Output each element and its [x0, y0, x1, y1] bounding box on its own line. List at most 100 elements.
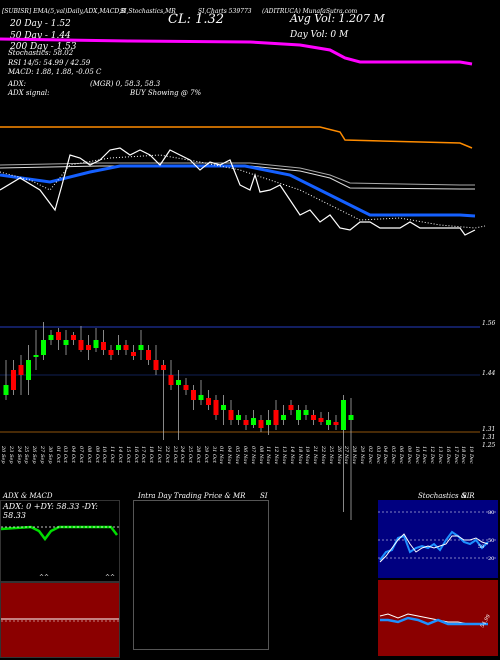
macd-lines	[1, 618, 119, 622]
date-label: 19 Nov	[304, 446, 311, 465]
date-label: 08 Nov	[257, 446, 264, 465]
chart-title-line2: SI,Stochastics,MR	[120, 8, 176, 15]
intraday-panel	[133, 500, 269, 650]
date-label: 22 Nov	[319, 446, 326, 465]
date-label: 13 Nov	[280, 446, 287, 465]
date-label: 11 Nov	[265, 446, 272, 465]
date-label: 05 Nov	[234, 446, 241, 465]
candle-body	[341, 400, 346, 430]
ma-magenta-line	[0, 37, 473, 66]
day-volume-label: Day Vol: 0 M	[290, 30, 349, 40]
svg-text:^^: ^^	[105, 574, 115, 581]
stoch-panel-title: Stochastics & R	[418, 492, 475, 500]
candle-body	[161, 365, 166, 370]
candle-body	[296, 410, 301, 420]
date-label: 01 Oct	[54, 446, 61, 463]
date-label: 05 Dec	[390, 446, 397, 464]
date-label: 16 Dec	[444, 446, 451, 464]
date-label: 11 Dec	[421, 446, 428, 464]
candle-body	[213, 400, 219, 415]
candle-body	[146, 350, 151, 360]
date-label: 09 Dec	[405, 446, 412, 464]
rsi-value-label: 54.99	[480, 614, 492, 629]
date-label: 04 Oct	[70, 446, 77, 463]
candle-body	[326, 420, 331, 425]
date-label: 14 Nov	[288, 446, 295, 465]
date-label: 25 Oct	[187, 446, 194, 463]
chart-title-line3: SI,Charts 539773	[198, 8, 252, 15]
ma200-label: 200 Day - 1.53	[10, 42, 77, 52]
candle-body	[78, 340, 84, 350]
macd-panel	[0, 582, 120, 658]
ma-band-upper	[0, 162, 475, 186]
candle-body	[303, 410, 309, 415]
candlestick-group	[3, 322, 354, 520]
date-label: 18 Nov	[296, 446, 303, 465]
candle-body	[33, 355, 39, 357]
adx-lines: ^^ ^^	[1, 525, 119, 581]
stoch-si-label: SI	[462, 492, 470, 500]
candle-body	[311, 415, 316, 420]
date-label: 19 Dec	[468, 446, 475, 464]
intraday-si-label: SI	[260, 492, 268, 500]
date-label: 10 Oct	[101, 446, 108, 463]
stochastics-panel: 80 50 20 58	[378, 500, 498, 578]
date-label: 25 Sep	[23, 446, 30, 464]
candle-body	[41, 340, 46, 355]
adx-values: (MGR) 0, 58.3, 58.3	[90, 80, 161, 88]
date-label: 06 Dec	[397, 446, 404, 464]
candle-body	[251, 418, 256, 425]
date-label: 25 Nov	[327, 446, 334, 465]
date-label: 13 Dec	[436, 446, 443, 464]
date-label: 23 Oct	[171, 446, 178, 463]
close-price-label: CL: 1.32	[168, 12, 225, 27]
candle-body	[71, 335, 76, 340]
date-label: 17 Dec	[452, 446, 459, 464]
candle-body	[93, 340, 99, 348]
candle-body	[48, 335, 54, 340]
date-label: 16 Oct	[132, 446, 139, 463]
adx-panel: ADX: 0 +DY: 58.33 -DY: 58.33 ^^ ^^	[0, 500, 120, 582]
date-label: 26 Sep	[31, 446, 38, 464]
macd-label: MACD: 1.88, 1.88, -0.05 C	[8, 68, 102, 76]
candle-body	[3, 385, 9, 395]
stochastics-label: Stochastics: 58.02	[8, 49, 74, 57]
candle-body	[101, 342, 106, 350]
date-label: 07 Nov	[249, 446, 256, 465]
date-label: 28 Oct	[195, 446, 202, 463]
stoch-80-label: 80	[488, 510, 494, 516]
date-label: 04 Dec	[382, 446, 389, 464]
date-label: 29 Nov	[358, 446, 365, 465]
date-label: 01 Nov	[218, 446, 225, 465]
candle-body	[221, 405, 226, 410]
date-axis: 20 Sep 23 Sep 24 Sep 25 Sep 26 Sep 27 Sep 30 S…	[0, 444, 480, 494]
price-axis-low1: 1.31	[482, 426, 496, 433]
candle-body	[273, 410, 279, 425]
date-label: 10 Dec	[413, 446, 420, 464]
date-label: 12 Dec	[429, 446, 436, 464]
candle-body	[258, 420, 264, 428]
buy-signal-label: BUY Showing @ 7%	[130, 89, 202, 97]
candle-body	[333, 422, 339, 425]
candle-body	[288, 405, 294, 410]
price-line	[0, 147, 476, 236]
svg-text:^^: ^^	[39, 574, 49, 581]
candle-body	[26, 360, 31, 380]
date-label: 24 Sep	[15, 446, 22, 464]
stoch-value-label: 58	[478, 544, 484, 550]
candle-body	[138, 345, 144, 350]
candle-body	[191, 390, 196, 400]
date-label: 20 Sep	[0, 446, 6, 464]
ma50-label: 50 Day - 1.44	[10, 31, 71, 41]
price-axis-low2: 1.31	[482, 434, 496, 441]
date-label: 30 Sep	[46, 446, 53, 464]
price-axis-mid: 1.44	[482, 370, 496, 377]
chart-title-line: [SUBISR] EMA(5,val)Daily,ADX,MACD,B	[2, 8, 126, 15]
date-label: 23 Sep	[7, 446, 14, 464]
candle-body	[318, 418, 324, 422]
adx-macd-panel-title: ADX & MACD	[3, 492, 53, 500]
candle-body	[116, 345, 121, 350]
date-label: 09 Oct	[93, 446, 100, 463]
candle-body	[11, 370, 16, 390]
